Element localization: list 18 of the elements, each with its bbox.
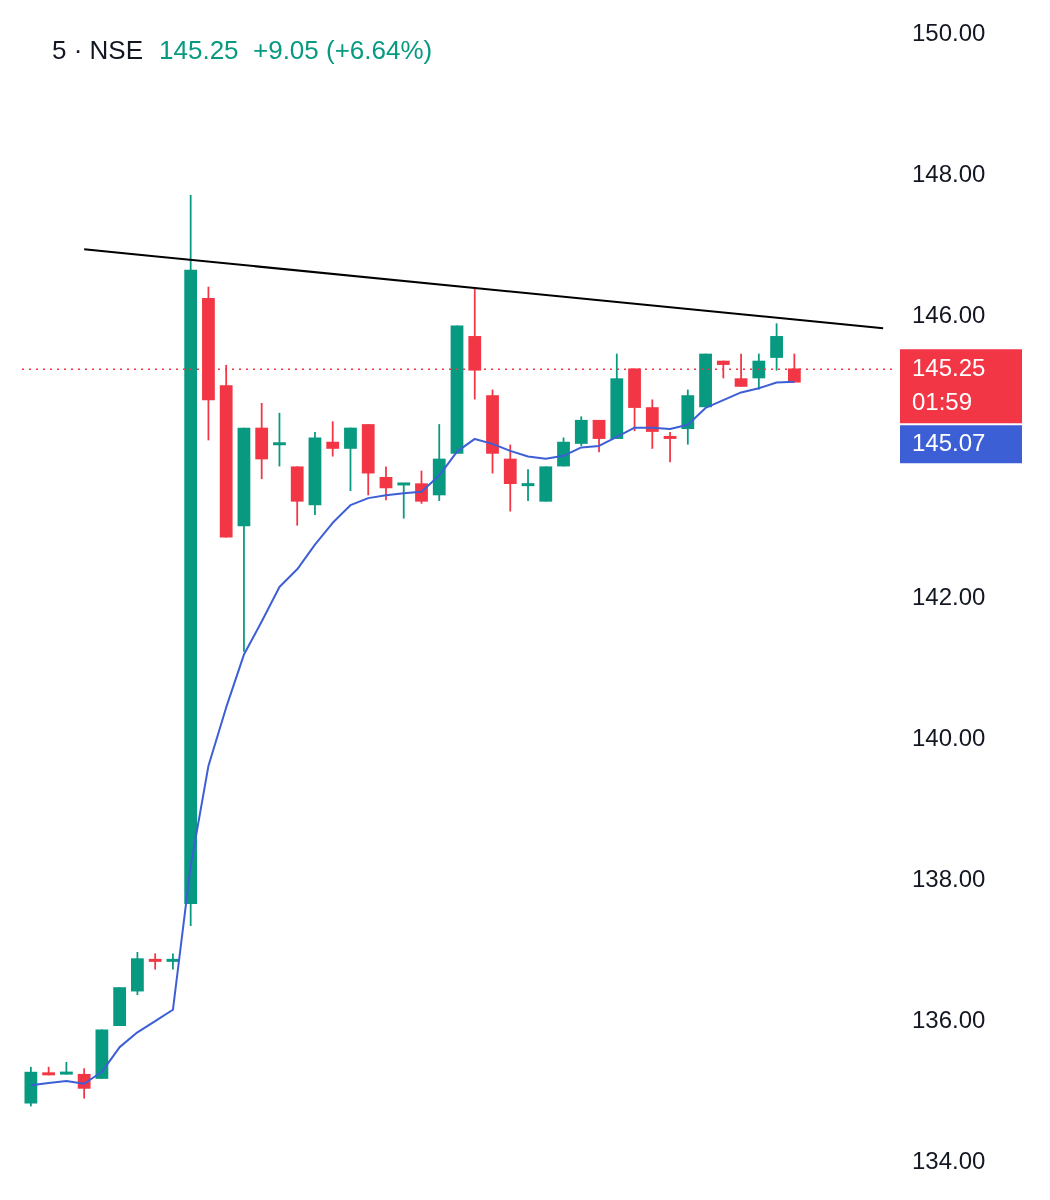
y-tick-label: 150.00	[912, 19, 986, 47]
candlestick	[521, 469, 535, 501]
candlestick	[397, 482, 411, 519]
text: 01:59	[912, 387, 973, 415]
y-tick-label: 142.00	[912, 582, 986, 610]
candlestick	[663, 431, 677, 463]
chart-subtitle: 145.25 +9.05 (+6.64%)	[159, 35, 433, 66]
candlestick	[148, 953, 162, 970]
y-tick-label: 140.00	[912, 723, 986, 751]
text: 145.07	[912, 428, 986, 456]
y-tick-label: 146.00	[912, 300, 986, 328]
chart-title: 5 · NSE	[52, 35, 144, 66]
candlestick	[326, 421, 340, 457]
y-tick-label: 138.00	[912, 864, 986, 892]
ref-line-label: 145.25	[912, 353, 986, 381]
y-tick-label: 136.00	[912, 1005, 986, 1033]
y-tick-label: 148.00	[912, 159, 986, 187]
y-tick-label: 134.00	[912, 1146, 986, 1174]
